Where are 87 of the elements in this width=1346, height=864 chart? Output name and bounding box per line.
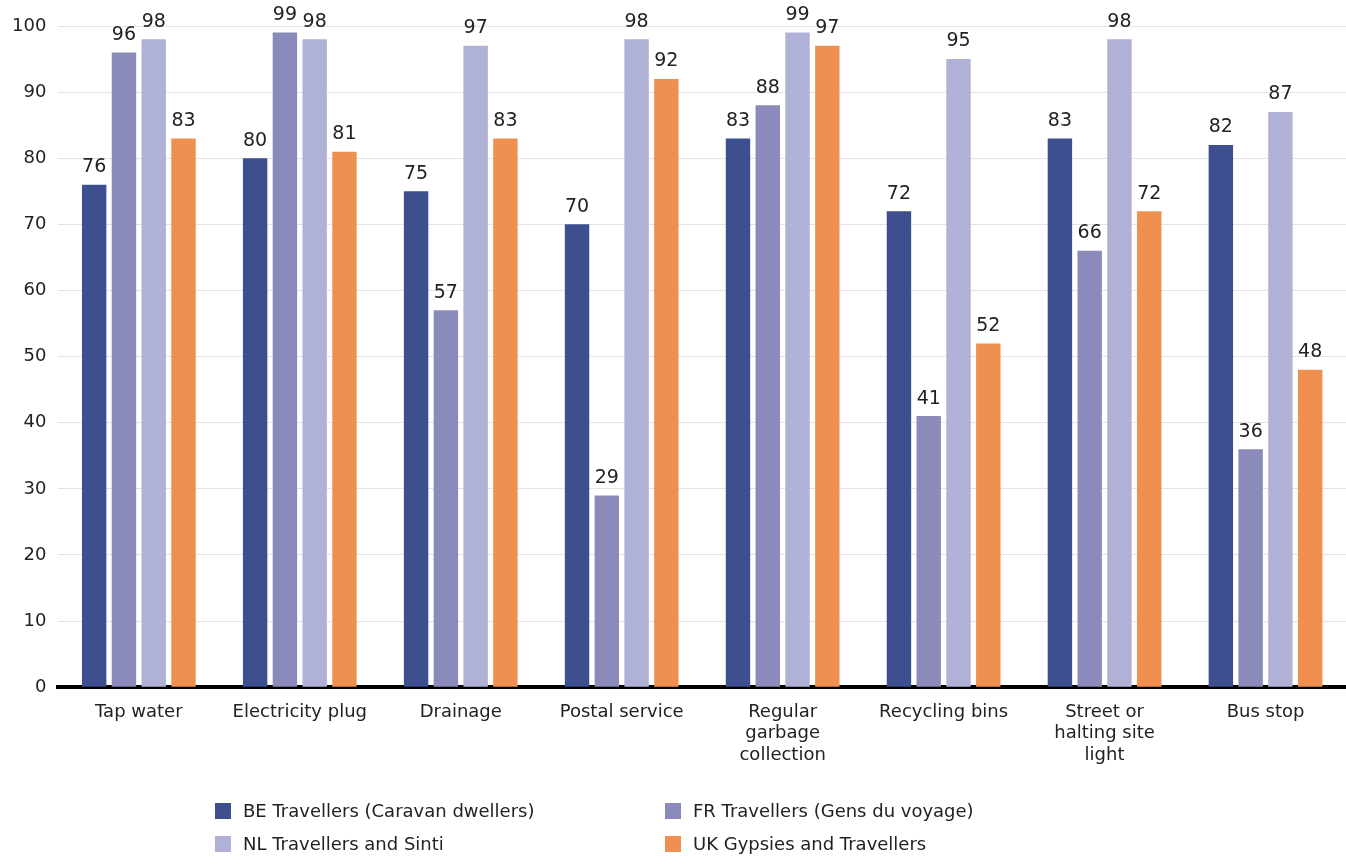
- x-tick-label: Recycling bins: [879, 699, 1009, 721]
- bar: [916, 416, 941, 687]
- y-tick-label: 10: [23, 608, 47, 630]
- bar: [463, 45, 488, 687]
- bar: [1268, 111, 1293, 687]
- data-label: 98: [141, 8, 166, 31]
- x-tick-label: Electricity plug: [232, 699, 367, 721]
- bar: [171, 138, 196, 687]
- bar: [1077, 250, 1102, 687]
- y-tick-label: 90: [23, 79, 47, 101]
- data-label: 83: [725, 107, 751, 130]
- data-label: 88: [755, 74, 780, 97]
- bar: [564, 224, 590, 687]
- bar: [886, 211, 912, 687]
- y-tick-label: 50: [23, 344, 47, 366]
- data-label: 98: [624, 8, 649, 31]
- data-label: 36: [1238, 418, 1263, 441]
- y-tick-label: 30: [23, 476, 47, 498]
- data-label: 96: [111, 21, 137, 44]
- bar: [785, 32, 810, 687]
- bar: [946, 59, 971, 687]
- bar: [654, 78, 679, 687]
- data-label: 81: [332, 121, 357, 144]
- bar: [1107, 39, 1132, 687]
- bar: [594, 495, 620, 687]
- y-tick-label: 0: [34, 674, 47, 696]
- data-label: 87: [1268, 81, 1293, 104]
- bar: [242, 158, 268, 687]
- x-tick-label: Tap water: [94, 699, 184, 721]
- bar: [624, 39, 649, 687]
- x-tick-label: Drainage: [419, 699, 502, 721]
- data-label: 98: [1107, 8, 1132, 31]
- bar: [302, 39, 327, 687]
- x-tick-label: Bus stop: [1226, 699, 1305, 721]
- y-tick-label: 20: [23, 542, 47, 564]
- data-label: 66: [1077, 220, 1102, 243]
- bar: [725, 138, 751, 687]
- bar: [976, 343, 1001, 687]
- data-label: 99: [272, 2, 297, 25]
- legend-label: UK Gypsies and Travellers: [693, 833, 927, 854]
- data-label: 83: [171, 107, 196, 130]
- bar: [1208, 145, 1234, 687]
- bar: [332, 151, 357, 687]
- bar: [81, 184, 107, 687]
- data-label: 99: [785, 2, 810, 25]
- y-tick-label: 60: [23, 278, 47, 300]
- bar: [1047, 138, 1073, 687]
- y-tick-label: 40: [23, 410, 47, 432]
- data-label: 92: [654, 48, 679, 71]
- data-label: 83: [1047, 107, 1072, 130]
- legend-label: BE Travellers (Caravan dwellers): [243, 800, 535, 821]
- x-tick-label: Street or halting site light: [1054, 699, 1155, 764]
- data-label: 83: [493, 107, 518, 130]
- data-label: 72: [886, 180, 912, 203]
- y-tick-label: 100: [12, 13, 47, 35]
- data-label: 98: [302, 8, 327, 31]
- data-label: 95: [946, 28, 971, 51]
- y-tick-label: 70: [23, 212, 47, 234]
- bar: [755, 105, 780, 687]
- data-label: 97: [815, 15, 840, 38]
- bar: [1297, 369, 1323, 687]
- bar: [111, 52, 137, 687]
- data-label: 41: [916, 385, 941, 408]
- x-tick-label: Regular garbage collection: [739, 699, 826, 764]
- data-label: 57: [433, 279, 458, 302]
- data-label: 52: [976, 312, 1001, 335]
- bar: [141, 39, 166, 687]
- data-label: 82: [1208, 114, 1233, 137]
- legend-label: NL Travellers and Sinti: [243, 833, 444, 854]
- bar: [272, 32, 298, 687]
- x-tick-label: Postal service: [559, 699, 684, 721]
- bar: [433, 310, 459, 687]
- data-label: 97: [463, 15, 488, 38]
- data-label: 80: [243, 127, 268, 150]
- bar: [815, 45, 840, 687]
- bar: [1238, 449, 1263, 687]
- data-label: 48: [1298, 339, 1323, 362]
- bar: [493, 138, 518, 687]
- legend-label: FR Travellers (Gens du voyage): [693, 800, 974, 821]
- bar: [403, 191, 429, 687]
- data-label: 70: [564, 193, 590, 216]
- y-tick-label: 80: [23, 145, 47, 167]
- data-label: 75: [403, 160, 429, 183]
- data-label: 76: [82, 154, 107, 177]
- bar: [1137, 211, 1162, 687]
- data-label: 29: [594, 464, 619, 487]
- data-label: 72: [1137, 180, 1162, 203]
